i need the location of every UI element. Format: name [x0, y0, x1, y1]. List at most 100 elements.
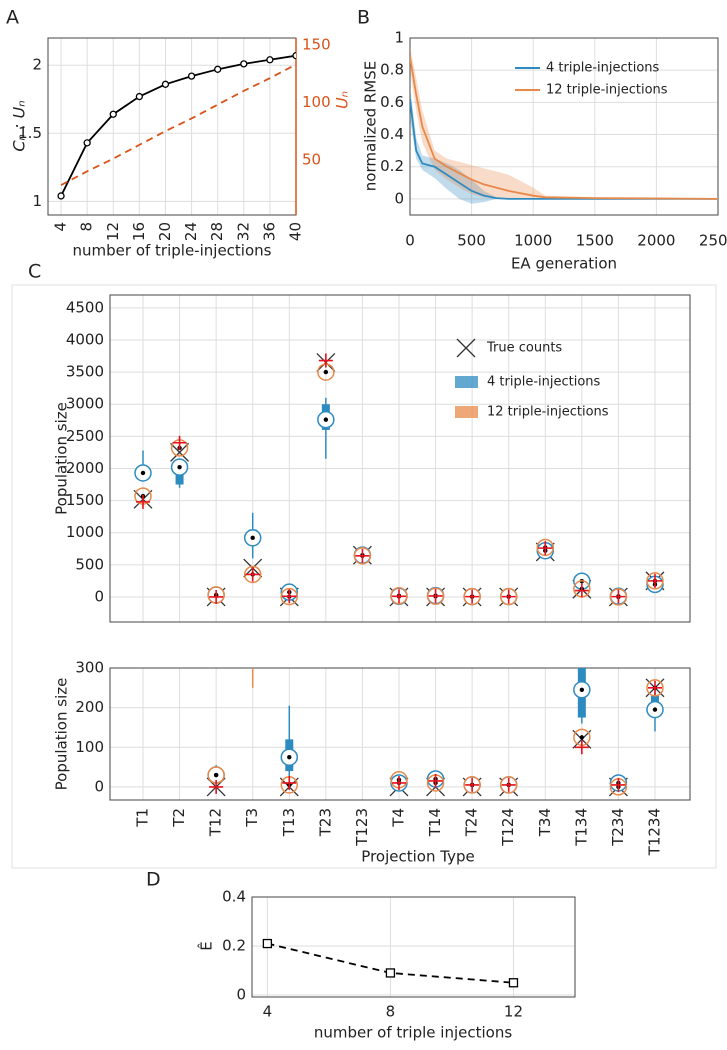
- mean-marker: [574, 740, 589, 755]
- y-tick-label: 1000: [66, 523, 104, 541]
- median-dot: [213, 772, 219, 778]
- x-tick-label: T24: [463, 808, 481, 837]
- x-tick-label: 40: [287, 222, 305, 241]
- median-marker: [499, 776, 518, 794]
- y-tick-label: 3500: [66, 363, 104, 381]
- mean-marker: [391, 775, 406, 790]
- median-dot: [177, 464, 182, 470]
- panel-c-frame: [11, 284, 717, 869]
- median-dot: [579, 687, 585, 693]
- legend-label: 12 triple-injections: [546, 83, 668, 98]
- band: [410, 86, 718, 204]
- y-tick-label: 0: [236, 986, 246, 1004]
- x-tick-label: T23: [316, 808, 334, 837]
- plot-frame: [409, 37, 719, 216]
- median-marker: [245, 640, 261, 656]
- x-tick-label: T13: [280, 808, 298, 837]
- y-tick-label: 0: [94, 777, 104, 795]
- y-tick-label: 2: [32, 56, 42, 74]
- point: [187, 72, 196, 80]
- median-marker: [463, 587, 481, 606]
- median-dot: [141, 162, 145, 166]
- point: [214, 65, 222, 73]
- x-tick-label: T12: [207, 808, 225, 837]
- point: [385, 968, 396, 978]
- x-axis-label: Projection Type: [361, 848, 474, 866]
- data-line: [410, 99, 718, 200]
- y2-tick-label: 50: [302, 150, 321, 168]
- panel-letter: C: [28, 261, 41, 283]
- x-tick-label: 24: [182, 222, 200, 241]
- x-tick-label: 1000: [514, 232, 552, 250]
- mean-marker: [282, 775, 297, 790]
- legend-label: 12 triple-injections: [487, 405, 609, 420]
- median-marker: [426, 587, 445, 606]
- median-marker: [463, 776, 481, 794]
- x-tick-label: T14: [426, 808, 444, 837]
- x-tick-label: 16: [130, 222, 148, 241]
- y-tick-label: 4000: [66, 330, 104, 348]
- data-line: [60, 54, 296, 197]
- plot-frame: [109, 294, 691, 623]
- x-tick-label: 20: [156, 222, 174, 241]
- y-tick-label: 100: [75, 738, 104, 756]
- panel-letter: A: [6, 7, 19, 29]
- median-dot: [652, 707, 658, 712]
- x-tick-label: T123: [353, 808, 371, 847]
- x-tick-label: T1: [134, 808, 152, 828]
- y-axis-label: Population size: [53, 678, 71, 791]
- median-dot: [140, 470, 146, 476]
- mean-marker: [501, 589, 516, 604]
- x-tick-label: 0: [405, 232, 415, 250]
- median-marker: [353, 547, 372, 565]
- mean-marker: [501, 777, 516, 792]
- y-tick-label: 0.2: [380, 157, 404, 175]
- mean-marker: [611, 777, 626, 792]
- mean-marker: [428, 773, 443, 788]
- legend-swatch: [455, 376, 478, 388]
- mean-marker: [574, 583, 589, 598]
- mean-marker: [318, 353, 333, 368]
- y-axis-label: normalized RMSE: [362, 61, 380, 191]
- y-tick-label: 1500: [66, 491, 104, 509]
- x-tick-label: 28: [208, 222, 226, 241]
- x-tick-label: T1234: [645, 808, 663, 856]
- point: [508, 978, 519, 988]
- y-tick-label: 4500: [66, 298, 104, 316]
- y-tick-label: 3000: [66, 395, 104, 413]
- x-tick-label: T134: [572, 808, 590, 847]
- plot-frame: [109, 667, 691, 801]
- x-tick-label: 8: [386, 1003, 396, 1021]
- median-marker: [646, 679, 664, 697]
- x-tick-label: 1500: [576, 232, 614, 250]
- x-tick-label: 8: [78, 222, 96, 232]
- median-dot: [251, 646, 255, 650]
- x-axis-label: number of triple injections: [314, 1024, 512, 1042]
- y-tick-label: 300: [75, 659, 104, 677]
- x-tick-label: T3: [243, 808, 261, 828]
- mean-marker: [172, 435, 187, 450]
- median-marker: [390, 587, 408, 605]
- x-axis-label: number of triple-injections: [73, 242, 272, 260]
- median-dot: [323, 417, 329, 422]
- y2-axis-label: Uₙ: [333, 91, 352, 109]
- panel-letter: D: [146, 869, 161, 891]
- x-tick-label: T234: [609, 808, 627, 847]
- mean-marker: [209, 779, 224, 794]
- mean-marker: [209, 589, 224, 604]
- mean-marker: [136, 193, 150, 207]
- mean-marker: [136, 494, 150, 509]
- data-line: [60, 63, 296, 186]
- legend-label: 4 triple-injections: [546, 61, 660, 76]
- y-tick-label: 1: [394, 29, 404, 47]
- point: [266, 56, 274, 64]
- y-tick-label: 2000: [66, 459, 104, 477]
- y2-tick-label: 150: [302, 35, 331, 53]
- y-tick-label: 0.4: [222, 888, 246, 906]
- legend-label: True counts: [486, 341, 562, 356]
- point: [135, 92, 144, 101]
- point: [292, 52, 296, 60]
- y-tick-label: 0.4: [380, 125, 404, 143]
- mean-marker: [465, 777, 480, 792]
